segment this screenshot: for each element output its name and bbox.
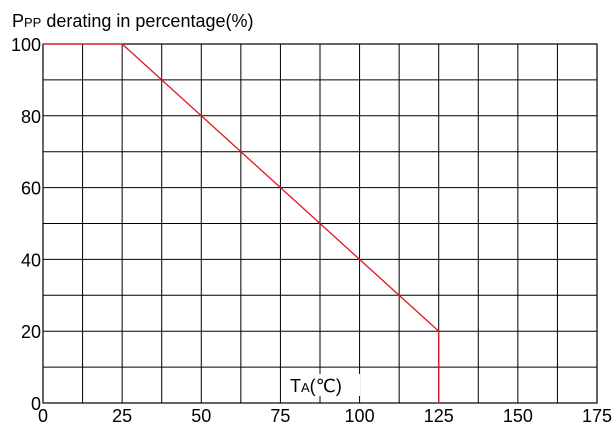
x-tick-label: 150 — [503, 406, 533, 425]
x-tick-label: 100 — [345, 406, 375, 425]
title-main: P — [12, 11, 24, 31]
title-rest: derating in percentage(%) — [41, 11, 253, 31]
x-tick-labels: 0 25 50 75 100 125 150 175 — [38, 406, 612, 425]
xlabel-main: T — [290, 376, 301, 396]
y-tick-label: 60 — [21, 179, 41, 199]
x-tick-label: 50 — [191, 406, 211, 425]
x-tick-label: 175 — [582, 406, 612, 425]
y-tick-label: 40 — [21, 250, 41, 270]
title-subscript: PP — [24, 15, 41, 30]
xlabel-rest: (℃) — [310, 376, 342, 396]
x-axis-label: TA(℃) — [290, 376, 342, 396]
y-tick-label: 80 — [21, 107, 41, 127]
xlabel-subscript: A — [301, 380, 310, 395]
x-tick-label: 125 — [424, 406, 454, 425]
x-tick-label: 0 — [38, 406, 48, 425]
y-tick-label: 20 — [21, 322, 41, 342]
x-tick-label: 25 — [112, 406, 132, 425]
x-tick-label: 75 — [270, 406, 290, 425]
y-tick-label: 100 — [11, 35, 41, 55]
chart-title: PPP derating in percentage(%) — [12, 11, 253, 31]
